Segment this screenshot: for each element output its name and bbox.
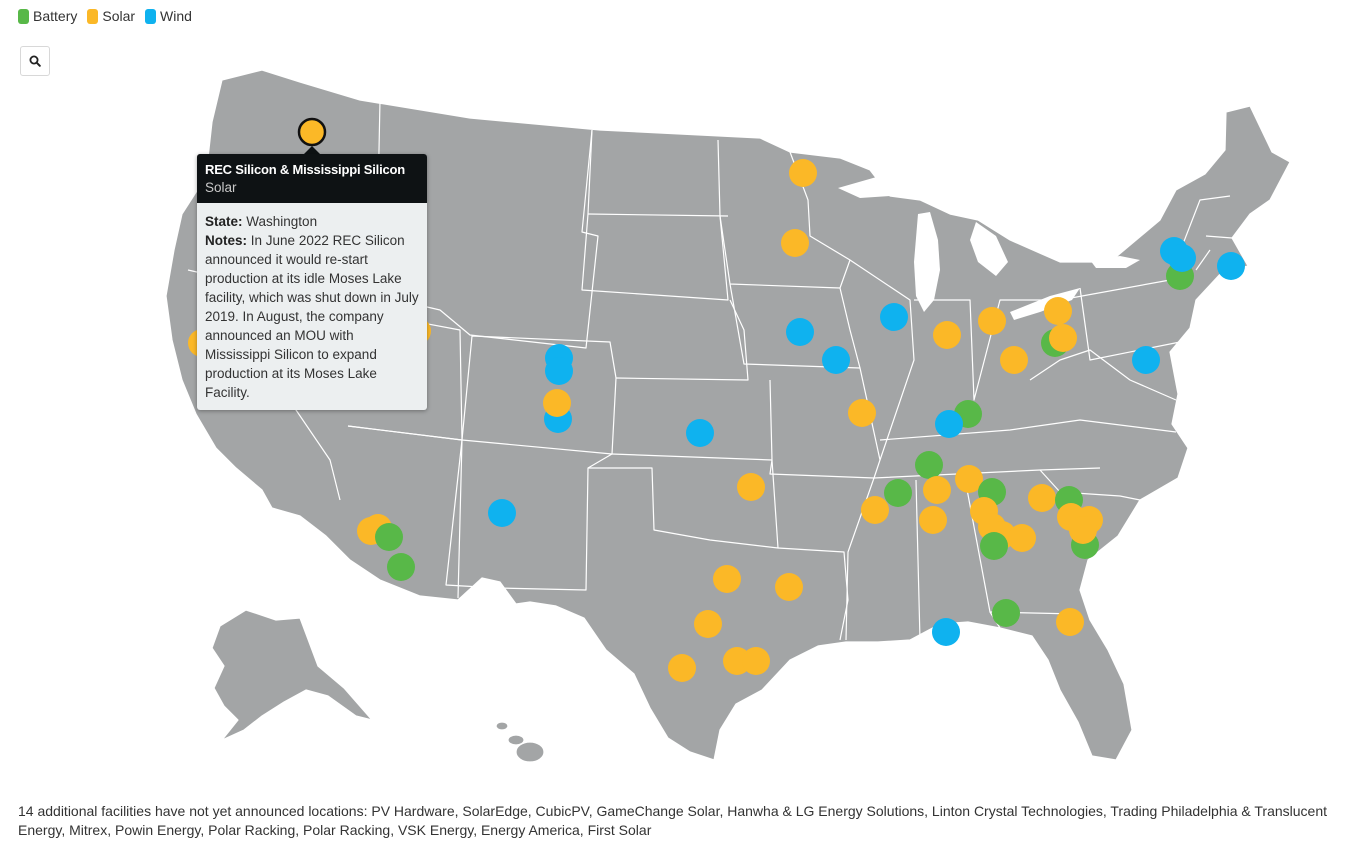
legend-item-wind[interactable]: Wind bbox=[145, 8, 192, 24]
border-ne-ks bbox=[615, 299, 749, 381]
wind-swatch bbox=[145, 8, 157, 24]
border-dakotas bbox=[581, 129, 729, 301]
solar-facility-marker[interactable] bbox=[1044, 297, 1072, 325]
tooltip-notes: In June 2022 REC Silicon announced it wo… bbox=[205, 233, 419, 400]
hawaii-3 bbox=[515, 741, 545, 763]
tooltip-notes-row: Notes: In June 2022 REC Silicon announce… bbox=[205, 231, 419, 402]
tooltip-type: Solar bbox=[205, 180, 237, 195]
legend-item-solar[interactable]: Solar bbox=[87, 8, 135, 24]
wind-facility-marker[interactable] bbox=[686, 419, 714, 447]
solar-facility-marker[interactable] bbox=[923, 476, 951, 504]
wind-facility-marker[interactable] bbox=[545, 357, 573, 385]
lake-huron bbox=[970, 222, 1008, 276]
solar-facility-marker[interactable] bbox=[1008, 524, 1036, 552]
hawaii-2 bbox=[507, 734, 525, 746]
tooltip-header: REC Silicon & Mississippi Silicon Solar bbox=[197, 154, 427, 203]
legend-label-solar: Solar bbox=[102, 8, 136, 24]
footer-note: 14 additional facilities have not yet an… bbox=[18, 803, 1328, 838]
wind-facility-marker[interactable] bbox=[786, 318, 814, 346]
lake-ontario bbox=[1090, 256, 1140, 268]
border-ok-tx bbox=[588, 459, 779, 549]
facility-tooltip: REC Silicon & Mississippi Silicon Solar … bbox=[197, 154, 427, 410]
solar-facility-marker[interactable] bbox=[978, 307, 1006, 335]
battery-swatch bbox=[18, 8, 29, 24]
us-map[interactable] bbox=[0, 0, 1360, 790]
battery-facility-marker[interactable] bbox=[375, 523, 403, 551]
solar-swatch bbox=[87, 8, 99, 24]
border-nc-sc bbox=[1039, 469, 1141, 501]
tooltip-state-row: State: Washington bbox=[205, 212, 419, 231]
wind-facility-marker[interactable] bbox=[932, 618, 960, 646]
solar-facility-marker[interactable] bbox=[1056, 608, 1084, 636]
solar-facility-marker[interactable] bbox=[694, 610, 722, 638]
wind-facility-marker[interactable] bbox=[822, 346, 850, 374]
tooltip-notes-label: Notes: bbox=[205, 233, 248, 248]
solar-facility-marker[interactable] bbox=[1049, 324, 1077, 352]
search-button[interactable] bbox=[20, 46, 50, 76]
wind-facility-marker[interactable] bbox=[488, 499, 516, 527]
border-nd-sd bbox=[587, 213, 729, 217]
border-va-wv bbox=[1029, 349, 1177, 401]
border-wi-il bbox=[849, 259, 915, 461]
solar-facility-marker[interactable] bbox=[781, 229, 809, 257]
wind-facility-marker[interactable] bbox=[1217, 252, 1245, 280]
lake-superior bbox=[838, 172, 990, 200]
legend-label-wind: Wind bbox=[160, 8, 192, 24]
legend-label-battery: Battery bbox=[33, 8, 78, 24]
solar-facility-marker[interactable] bbox=[861, 496, 889, 524]
selected-solar-facility-marker[interactable] bbox=[297, 117, 327, 147]
solar-facility-marker[interactable] bbox=[1069, 516, 1097, 544]
legend-item-battery[interactable]: Battery bbox=[18, 8, 77, 24]
lake-michigan bbox=[914, 212, 940, 312]
battery-facility-marker[interactable] bbox=[980, 532, 1008, 560]
search-icon bbox=[29, 55, 41, 67]
wind-facility-marker[interactable] bbox=[1132, 346, 1160, 374]
solar-facility-marker[interactable] bbox=[848, 399, 876, 427]
solar-facility-marker[interactable] bbox=[668, 654, 696, 682]
tooltip-state: Washington bbox=[246, 214, 318, 229]
battery-facility-marker[interactable] bbox=[387, 553, 415, 581]
border-nm-tx bbox=[445, 439, 613, 591]
solar-facility-marker[interactable] bbox=[737, 473, 765, 501]
tooltip-body: State: Washington Notes: In June 2022 RE… bbox=[197, 203, 427, 410]
solar-facility-marker[interactable] bbox=[1028, 484, 1056, 512]
tooltip-state-label: State: bbox=[205, 214, 243, 229]
tooltip-title: REC Silicon & Mississippi Silicon bbox=[205, 162, 405, 177]
solar-facility-marker[interactable] bbox=[955, 465, 983, 493]
legend: Battery Solar Wind bbox=[18, 8, 192, 24]
solar-facility-marker[interactable] bbox=[933, 321, 961, 349]
solar-facility-marker[interactable] bbox=[919, 506, 947, 534]
solar-facility-marker[interactable] bbox=[789, 159, 817, 187]
alaska bbox=[211, 609, 373, 741]
border-il-in-oh bbox=[914, 299, 1060, 401]
solar-facility-marker[interactable] bbox=[1000, 346, 1028, 374]
contiguous-us bbox=[165, 69, 1291, 761]
border-ar-la bbox=[777, 547, 849, 641]
solar-facility-marker[interactable] bbox=[543, 389, 571, 417]
battery-facility-marker[interactable] bbox=[992, 599, 1020, 627]
tooltip-arrow bbox=[303, 146, 321, 155]
wind-facility-marker[interactable] bbox=[935, 410, 963, 438]
map-land bbox=[165, 69, 1291, 763]
wind-facility-marker[interactable] bbox=[1168, 244, 1196, 272]
battery-facility-marker[interactable] bbox=[915, 451, 943, 479]
solar-facility-marker[interactable] bbox=[775, 573, 803, 601]
solar-facility-marker[interactable] bbox=[713, 565, 741, 593]
wind-facility-marker[interactable] bbox=[880, 303, 908, 331]
border-co-wy bbox=[461, 335, 617, 455]
lake-erie bbox=[1010, 288, 1080, 320]
hawaii-1 bbox=[495, 721, 509, 731]
battery-facility-marker[interactable] bbox=[884, 479, 912, 507]
solar-facility-marker[interactable] bbox=[742, 647, 770, 675]
facility-markers bbox=[188, 117, 1245, 682]
